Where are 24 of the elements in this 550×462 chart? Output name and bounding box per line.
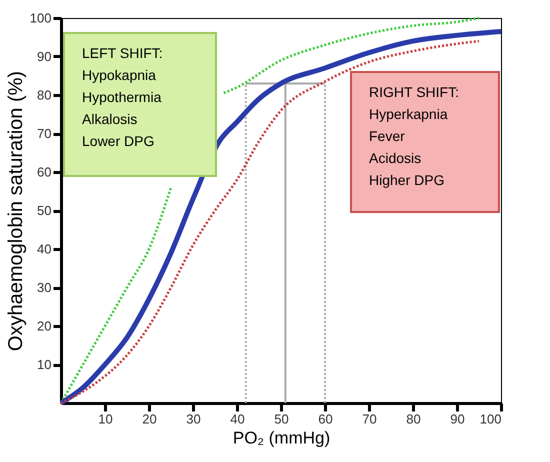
x-tick-label: 10 (98, 412, 113, 426)
x-tick-label: 40 (230, 412, 245, 426)
y-tick-label: 80 (37, 88, 52, 102)
y-tick-label: 20 (37, 318, 52, 334)
x-tick-label: 50 (274, 412, 289, 426)
y-tick-label: 70 (37, 126, 52, 141)
y-axis-title: Oxyhaemoglobin saturation (%) (4, 70, 27, 352)
annotation: RIGHT SHIFT: Hyperkapnia Fever Acidosis Higher DPG (369, 84, 459, 188)
x-tick-label: 60 (318, 412, 333, 426)
x-tick-label: 20 (142, 412, 157, 426)
annotation: LEFT SHIFT: Hypokapnia Hypothermia Alkalosis Lower DPG (82, 45, 163, 149)
y-tick-label: 60 (37, 164, 52, 180)
y-tick-label: 90 (37, 49, 52, 64)
y-tick-label: 100 (30, 10, 52, 26)
y-tick-label: 30 (37, 280, 52, 295)
y-tick-label: 10 (37, 357, 52, 372)
y-tick-label: 50 (37, 203, 52, 218)
x-tick-label: 80 (406, 412, 421, 426)
x-tick-label: 90 (450, 412, 465, 426)
x-tick-label: 100 (480, 412, 502, 426)
x-tick-label: 30 (186, 412, 201, 426)
y-tick-label: 40 (37, 242, 52, 256)
x-tick-label: 70 (362, 412, 377, 426)
x-axis-title: PO₂ (mmHg) (232, 428, 330, 448)
